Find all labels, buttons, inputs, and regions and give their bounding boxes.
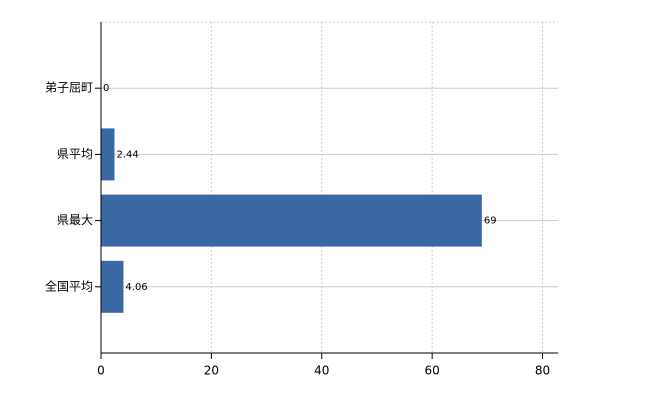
value-label: 69	[484, 216, 497, 227]
bar	[101, 194, 482, 247]
x-tick-label: 60	[425, 364, 440, 378]
x-tick-label: 20	[204, 364, 219, 378]
y-tick-label: 弟子屈町	[45, 81, 93, 95]
value-label: 0	[103, 83, 109, 94]
x-tick-label: 0	[97, 364, 105, 378]
x-tick-label: 40	[314, 364, 329, 378]
y-tick-label: 県最大	[57, 213, 93, 227]
bar	[101, 128, 115, 181]
y-tick-label: 県平均	[57, 147, 93, 161]
value-label: 2.44	[116, 149, 138, 160]
x-tick-label: 80	[535, 364, 550, 378]
value-label: 4.06	[125, 282, 147, 293]
y-tick-label: 全国平均	[45, 278, 93, 293]
bar	[101, 260, 124, 313]
